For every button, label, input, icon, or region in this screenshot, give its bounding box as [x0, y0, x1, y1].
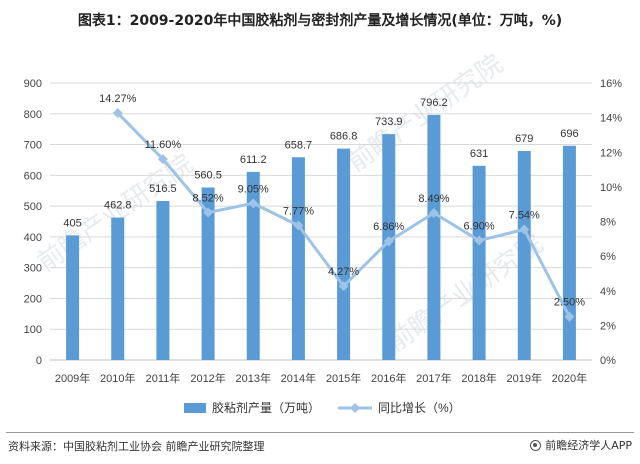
y-left-tick-label: 200: [24, 293, 42, 305]
bar: [291, 157, 305, 360]
growth-value-label: 2.50%: [554, 297, 585, 309]
combo-chart: 前瞻产业研究院前瞻产业研究院前瞻产业研究院0100200300400500600…: [24, 49, 623, 415]
brand-mark: 前瞻经济学人APP: [530, 437, 632, 453]
bar-value-label: 658.7: [285, 139, 313, 151]
bar-value-label: 516.5: [149, 183, 177, 195]
y-left-tick-label: 500: [24, 201, 42, 213]
growth-point: [293, 220, 304, 231]
y-right-tick-label: 10%: [600, 182, 622, 194]
x-tick-label: 2012年: [190, 371, 225, 385]
legend-line-marker: [350, 403, 360, 413]
y-left-tick-label: 100: [24, 324, 42, 336]
bar-value-label: 405: [63, 217, 81, 229]
x-tick-label: 2010年: [100, 371, 135, 385]
bar: [156, 201, 170, 360]
growth-value-label: 6.86%: [373, 221, 404, 233]
bar: [337, 148, 351, 360]
bar: [246, 171, 260, 360]
bar-value-label: 462.8: [104, 200, 132, 212]
y-left-tick-label: 600: [24, 170, 42, 182]
bar-value-label: 733.9: [375, 116, 403, 128]
growth-value-label: 9.05%: [238, 183, 269, 195]
bar-value-label: 696: [560, 128, 578, 140]
bar-value-label: 796.2: [420, 97, 448, 109]
x-tick-label: 2018年: [461, 371, 496, 385]
y-right-tick-label: 16%: [600, 78, 622, 90]
x-tick-label: 2017年: [416, 371, 451, 385]
growth-point: [203, 207, 214, 218]
x-tick-label: 2011年: [146, 371, 181, 385]
brand-logo-icon: [530, 439, 542, 451]
legend-bar-label: 胶粘剂产量（万吨）: [212, 400, 320, 415]
y-left-tick-label: 0: [36, 355, 42, 367]
growth-value-label: 6.90%: [463, 221, 494, 233]
growth-point: [248, 198, 259, 209]
y-left-tick-label: 700: [24, 140, 42, 152]
growth-value-label: 11.60%: [145, 139, 182, 151]
bar: [427, 114, 441, 361]
x-tick-label: 2015年: [326, 371, 361, 385]
growth-value-label: 8.52%: [192, 192, 223, 204]
y-right-tick-label: 2%: [600, 320, 616, 332]
legend-bar-swatch: [184, 403, 206, 413]
growth-point: [338, 281, 349, 292]
growth-point: [474, 235, 485, 246]
y-left-tick-label: 800: [24, 109, 42, 121]
bar: [201, 187, 215, 360]
y-left-tick-label: 900: [24, 78, 42, 90]
growth-point: [383, 236, 394, 247]
y-left-tick-label: 300: [24, 263, 42, 275]
x-tick-label: 2009年: [55, 371, 90, 385]
y-left-tick-label: 400: [24, 232, 42, 244]
growth-value-label: 7.54%: [509, 209, 540, 221]
y-right-tick-label: 8%: [600, 217, 616, 229]
bar-value-label: 631: [470, 148, 488, 160]
y-right-tick-label: 0%: [600, 355, 616, 367]
bar-value-label: 686.8: [330, 131, 358, 143]
growth-value-label: 7.77%: [283, 205, 314, 217]
chart-title: 图表1：2009-2020年中国胶粘剂与密封剂产量及增长情况(单位：万吨，%): [77, 13, 563, 29]
growth-point: [564, 311, 575, 322]
growth-point: [112, 107, 123, 118]
x-tick-label: 2016年: [371, 371, 406, 385]
growth-value-label: 4.27%: [328, 266, 359, 278]
growth-value-label: 8.49%: [418, 193, 449, 205]
y-right-tick-label: 12%: [600, 147, 622, 159]
x-tick-label: 2013年: [236, 371, 271, 385]
source-note: 资料来源：中国胶粘剂工业协会 前瞻产业研究院整理: [8, 440, 265, 453]
x-tick-label: 2020年: [552, 371, 587, 385]
y-right-tick-label: 14%: [600, 113, 622, 125]
growth-point: [428, 208, 439, 219]
growth-value-label: 14.27%: [99, 93, 137, 105]
x-tick-label: 2014年: [281, 371, 316, 385]
bar: [472, 165, 486, 360]
footer-divider: [6, 432, 634, 433]
bar-value-label: 560.5: [194, 169, 222, 181]
bar: [66, 235, 80, 360]
y-right-tick-label: 4%: [600, 286, 616, 298]
bar: [382, 134, 396, 360]
bar-value-label: 679: [515, 133, 533, 145]
brand-name: 前瞻经济学人APP: [545, 439, 632, 452]
growth-point: [157, 154, 168, 165]
y-right-tick-label: 6%: [600, 251, 616, 263]
x-tick-label: 2019年: [507, 371, 542, 385]
bar: [562, 145, 576, 360]
bar: [111, 217, 125, 360]
bar: [517, 151, 531, 360]
growth-point: [519, 224, 530, 235]
legend-line-label: 同比增长（%）: [378, 401, 461, 415]
bar-value-label: 611.2: [240, 154, 267, 166]
